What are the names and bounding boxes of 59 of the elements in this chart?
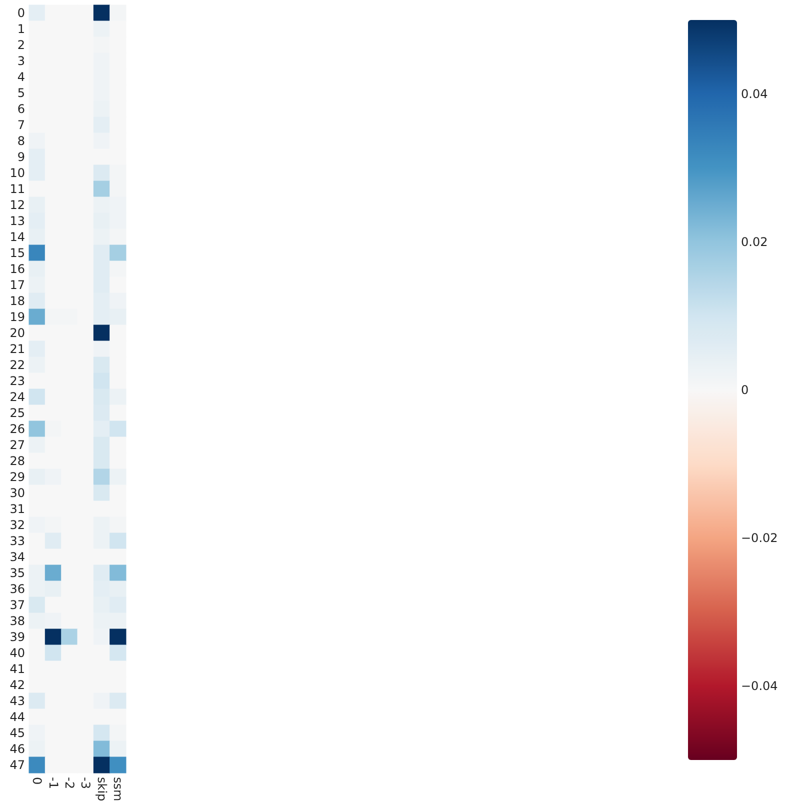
- x-tick-label: 0: [30, 777, 44, 785]
- color-bar-label: 0.04: [741, 87, 768, 101]
- color-bar-label: 0: [741, 383, 749, 397]
- y-tick-label: 10: [10, 166, 25, 180]
- y-tick-label: 9: [17, 150, 25, 164]
- x-tick-label: -1: [46, 777, 60, 789]
- y-tick-label: 33: [10, 534, 25, 548]
- y-tick-label: 24: [10, 390, 25, 404]
- y-tick-label: 39: [10, 630, 25, 644]
- y-tick-label: 12: [10, 198, 25, 212]
- color-bar-label: −0.02: [741, 531, 778, 545]
- x-tick-label: ssm: [110, 777, 125, 802]
- y-tick-label: 15: [10, 246, 25, 260]
- y-tick-label: 28: [10, 454, 25, 468]
- y-tick-label: 4: [17, 70, 25, 84]
- y-tick-label: 44: [10, 710, 25, 724]
- y-tick-label: 17: [10, 278, 25, 292]
- y-tick-label: 8: [17, 134, 25, 148]
- y-tick-label: 30: [10, 486, 25, 500]
- color-bar-label: 0.02: [741, 235, 768, 249]
- y-tick-label: 0: [17, 6, 25, 20]
- y-tick-label: 23: [10, 374, 25, 388]
- y-tick-label: 42: [10, 678, 25, 692]
- y-tick-label: 11: [10, 182, 25, 196]
- y-tick-label: 31: [10, 502, 25, 516]
- y-tick-label: 47: [10, 758, 25, 772]
- y-tick-label: 38: [10, 614, 25, 628]
- x-tick-label: -3: [78, 777, 93, 789]
- y-tick-label: 3: [17, 54, 25, 68]
- y-tick-label: 46: [10, 742, 25, 756]
- y-tick-label: 37: [10, 598, 25, 612]
- y-tick-label: 32: [10, 518, 25, 532]
- y-tick-label: 2: [17, 38, 25, 52]
- y-tick-label: 27: [10, 438, 25, 452]
- y-tick-label: 19: [10, 310, 25, 324]
- y-tick-label: 22: [10, 358, 25, 372]
- y-tick-label: 7: [17, 118, 25, 132]
- y-tick-label: 16: [10, 262, 25, 276]
- y-tick-label: 40: [10, 646, 25, 660]
- y-tick-label: 1: [17, 22, 25, 36]
- x-tick-label: skip: [94, 777, 109, 802]
- y-tick-label: 25: [10, 406, 25, 420]
- y-tick-label: 34: [10, 550, 25, 564]
- y-tick-label: 21: [10, 342, 25, 356]
- y-tick-label: 45: [10, 726, 25, 740]
- y-tick-label: 36: [10, 582, 25, 596]
- y-tick-label: 5: [17, 86, 25, 100]
- y-tick-label: 20: [10, 326, 25, 340]
- color-bar-label: −0.04: [741, 679, 778, 693]
- y-tick-label: 26: [10, 422, 25, 436]
- y-tick-label: 41: [10, 662, 25, 676]
- y-tick-label: 43: [10, 694, 25, 708]
- y-tick-label: 29: [10, 470, 25, 484]
- y-tick-label: 35: [10, 566, 25, 580]
- y-tick-label: 6: [17, 102, 25, 116]
- y-tick-label: 14: [10, 230, 25, 244]
- y-tick-label: 13: [10, 214, 25, 228]
- x-tick-label: -2: [62, 777, 76, 789]
- y-tick-label: 18: [10, 294, 25, 308]
